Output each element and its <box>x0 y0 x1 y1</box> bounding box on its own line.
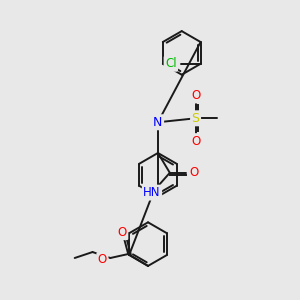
Text: Cl: Cl <box>165 57 177 70</box>
Text: HN: HN <box>143 186 161 199</box>
Text: S: S <box>192 112 200 125</box>
Text: O: O <box>189 166 198 179</box>
Text: O: O <box>191 89 200 102</box>
Text: O: O <box>118 226 127 239</box>
Text: N: N <box>153 116 163 129</box>
Text: O: O <box>191 135 200 148</box>
Text: O: O <box>98 254 107 266</box>
